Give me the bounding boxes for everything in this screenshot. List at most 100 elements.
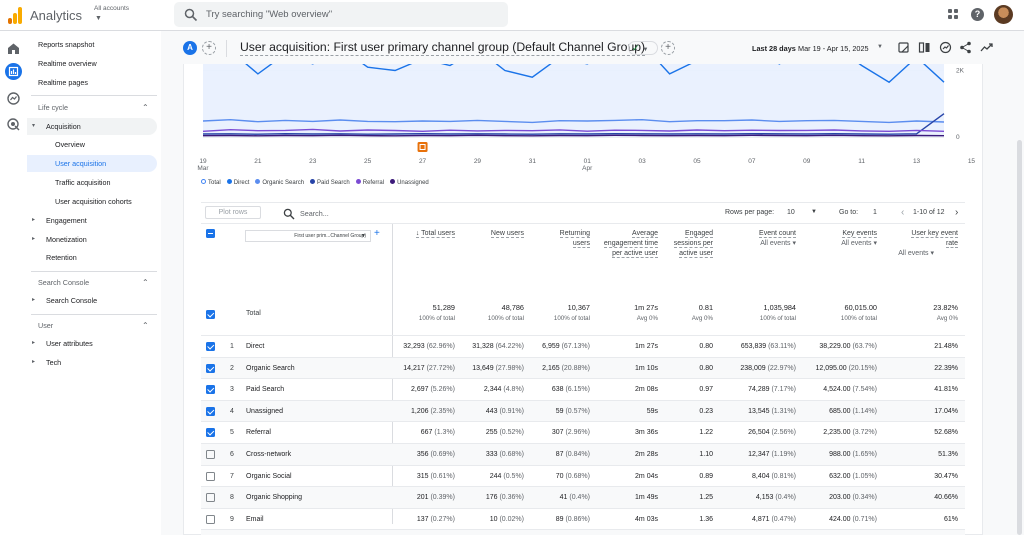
sidebar-item-retention[interactable]: Retention xyxy=(46,253,77,262)
row-dimension[interactable]: Direct xyxy=(246,343,265,350)
insights-icon[interactable] xyxy=(939,41,952,54)
row-dimension[interactable]: Organic Shopping xyxy=(246,494,303,502)
section-life-cycle[interactable]: Life cycle ⌃ xyxy=(38,103,149,112)
add-dimension-icon[interactable]: + xyxy=(374,228,380,239)
column-header[interactable]: Returning users xyxy=(550,229,590,249)
sidebar-item-traffic-acquisition[interactable]: Traffic acquisition xyxy=(55,178,111,187)
plot-rows-button[interactable]: Plot rows xyxy=(205,206,261,219)
table-row[interactable]: 6 Cross-network 356 (0.69%) 333 (0.68%) 87 (… xyxy=(201,443,965,465)
chevron-up-icon[interactable]: ⌃ xyxy=(142,321,149,330)
row-checkbox[interactable] xyxy=(206,493,215,503)
column-header[interactable]: Key events All events ▾ xyxy=(817,229,877,249)
table-row[interactable]: 5 Referral 667 (1.3%) 255 (0.52%) 307 (2.96%… xyxy=(201,421,965,443)
row-checkbox[interactable] xyxy=(206,385,215,395)
row-checkbox[interactable] xyxy=(206,363,215,373)
prev-page-icon[interactable]: ‹ xyxy=(901,207,905,218)
table-row[interactable]: 1 Direct 32,293 (62.96%) 31,328 (64.22%) 6,9… xyxy=(201,335,965,357)
column-header[interactable]: Event count All events ▾ xyxy=(736,229,796,249)
search-icon[interactable] xyxy=(283,208,295,220)
sidebar-item-realtime-overview[interactable]: Realtime overview xyxy=(38,59,97,68)
row-dimension[interactable]: Paid Search xyxy=(246,386,285,394)
chevron-down-icon[interactable]: ▼ xyxy=(811,209,817,215)
row-checkbox[interactable] xyxy=(206,450,215,459)
table-row[interactable]: 7 Organic Social 315 (0.61%) 244 (0.5%) 70 (… xyxy=(201,464,965,487)
table-row[interactable]: 4 Unassigned 1,206 (2.35%) 443 (0.91%) 59 (0… xyxy=(201,399,965,422)
sidebar-item-realtime-pages[interactable]: Realtime pages xyxy=(38,78,88,87)
column-subheader[interactable]: All events ▾ xyxy=(841,240,877,247)
legend-item[interactable]: Paid Search xyxy=(310,179,350,186)
table-row[interactable]: 9 Email 137 (0.27%) 10 (0.02%) 89 (0.86%) 4m … xyxy=(201,507,965,530)
status-check-icon[interactable]: ✓ ▼ xyxy=(628,41,658,55)
sidebar-item-tech[interactable]: ▸ Tech xyxy=(27,354,157,371)
row-checkbox[interactable] xyxy=(206,514,215,524)
scrollbar[interactable] xyxy=(1017,140,1022,535)
row-dimension[interactable]: Referral xyxy=(246,429,271,437)
row-dimension[interactable]: Email xyxy=(246,515,264,523)
table-row[interactable]: 2 Organic Search 14,217 (27.72%) 13,649 (27… xyxy=(201,356,965,379)
reports-icon[interactable] xyxy=(5,63,22,80)
add-filter-icon[interactable]: + xyxy=(661,41,675,55)
select-all-checkbox[interactable] xyxy=(206,229,215,238)
section-user[interactable]: User ⌃ xyxy=(38,321,149,330)
compare-icon[interactable] xyxy=(918,41,931,54)
sidebar-item-user-acquisition[interactable]: User acquisition xyxy=(27,155,157,172)
column-header[interactable]: New users xyxy=(474,229,524,239)
legend-item[interactable]: Organic Search xyxy=(255,179,304,186)
sidebar-item-monetization[interactable]: ▸ Monetization xyxy=(27,231,157,248)
analytics-logo[interactable] xyxy=(8,6,22,24)
section-search-console[interactable]: Search Console ⌃ xyxy=(38,278,149,287)
legend-item[interactable]: Referral xyxy=(355,179,384,186)
chevron-up-icon[interactable]: ⌃ xyxy=(142,103,149,112)
comparison-badge[interactable]: A xyxy=(183,41,197,55)
column-subheader[interactable]: All events ▾ xyxy=(898,250,934,257)
row-dimension[interactable]: Unassigned xyxy=(246,407,283,415)
home-icon[interactable] xyxy=(6,41,21,56)
apps-grid-icon[interactable] xyxy=(948,9,959,20)
date-caret-icon[interactable]: ▼ xyxy=(877,44,883,50)
column-header[interactable]: User key event rate All events ▾ xyxy=(898,229,958,257)
legend-item[interactable]: Unassigned xyxy=(390,179,429,186)
table-row[interactable]: 8 Organic Shopping 201 (0.39%) 176 (0.36%) 4… xyxy=(201,486,965,509)
legend-item[interactable]: Direct xyxy=(226,179,249,186)
column-header[interactable]: Average engagement time per active user xyxy=(598,229,658,259)
chevron-up-icon[interactable]: ⌃ xyxy=(142,278,149,287)
account-selector[interactable]: All accounts xyxy=(94,5,130,12)
help-icon[interactable]: ? xyxy=(971,8,984,21)
account-caret-icon[interactable]: ▼ xyxy=(95,15,102,22)
column-subheader[interactable]: All events ▾ xyxy=(760,240,796,247)
trend-icon[interactable] xyxy=(980,41,993,54)
global-search[interactable]: Try searching "Web overview" xyxy=(174,2,508,27)
date-range-label[interactable]: Last 28 days xyxy=(752,44,796,53)
edit-report-icon[interactable] xyxy=(897,41,910,54)
date-range-value[interactable]: Mar 19 - Apr 15, 2025 xyxy=(798,44,869,53)
add-comparison-icon[interactable]: + xyxy=(202,41,216,55)
sidebar-item-overview[interactable]: Overview xyxy=(55,140,85,149)
row-checkbox[interactable] xyxy=(206,342,215,351)
row-checkbox[interactable] xyxy=(206,406,215,416)
dimension-select[interactable]: First user prim...Channel Group) ▼ xyxy=(245,230,371,242)
row-dimension[interactable]: Cross-network xyxy=(246,451,292,458)
rows-per-page-select[interactable]: 10 xyxy=(787,209,795,216)
legend-item[interactable]: Total xyxy=(201,179,221,186)
column-header[interactable]: ↓ Total users xyxy=(395,229,455,239)
table-row[interactable]: 3 Paid Search 2,697 (5.26%) 2,344 (4.8%) 638… xyxy=(201,378,965,400)
sidebar-item-user-acquisition-cohorts[interactable]: User acquisition cohorts xyxy=(55,197,132,206)
row-checkbox[interactable] xyxy=(206,471,215,481)
goto-page-input[interactable]: 1 xyxy=(873,209,877,216)
sidebar-item-acquisition[interactable]: ▾ Acquisition xyxy=(27,118,157,135)
share-icon[interactable] xyxy=(959,41,972,54)
avatar[interactable] xyxy=(994,5,1013,24)
row-dimension[interactable]: Organic Social xyxy=(246,472,292,480)
sidebar-item-engagement[interactable]: ▸ Engagement xyxy=(27,212,157,229)
advertising-icon[interactable] xyxy=(6,117,21,132)
column-header[interactable]: Engaged sessions per active user xyxy=(673,229,713,259)
sidebar-item-user-attributes[interactable]: ▸ User attributes xyxy=(27,335,157,352)
sidebar-item-reports-snapshot[interactable]: Reports snapshot xyxy=(38,40,95,49)
totals-checkbox[interactable] xyxy=(206,310,215,319)
table-search-input[interactable]: Search... xyxy=(300,209,329,218)
sidebar-item-search-console[interactable]: ▸ Search Console xyxy=(27,292,157,309)
row-checkbox[interactable] xyxy=(206,428,215,438)
row-dimension[interactable]: Organic Search xyxy=(246,364,295,372)
table-row[interactable]: 10Paid Other2 (<0.01%)2 (<0.01%)0 (0%)54… xyxy=(201,529,965,535)
next-page-icon[interactable]: › xyxy=(955,207,959,218)
